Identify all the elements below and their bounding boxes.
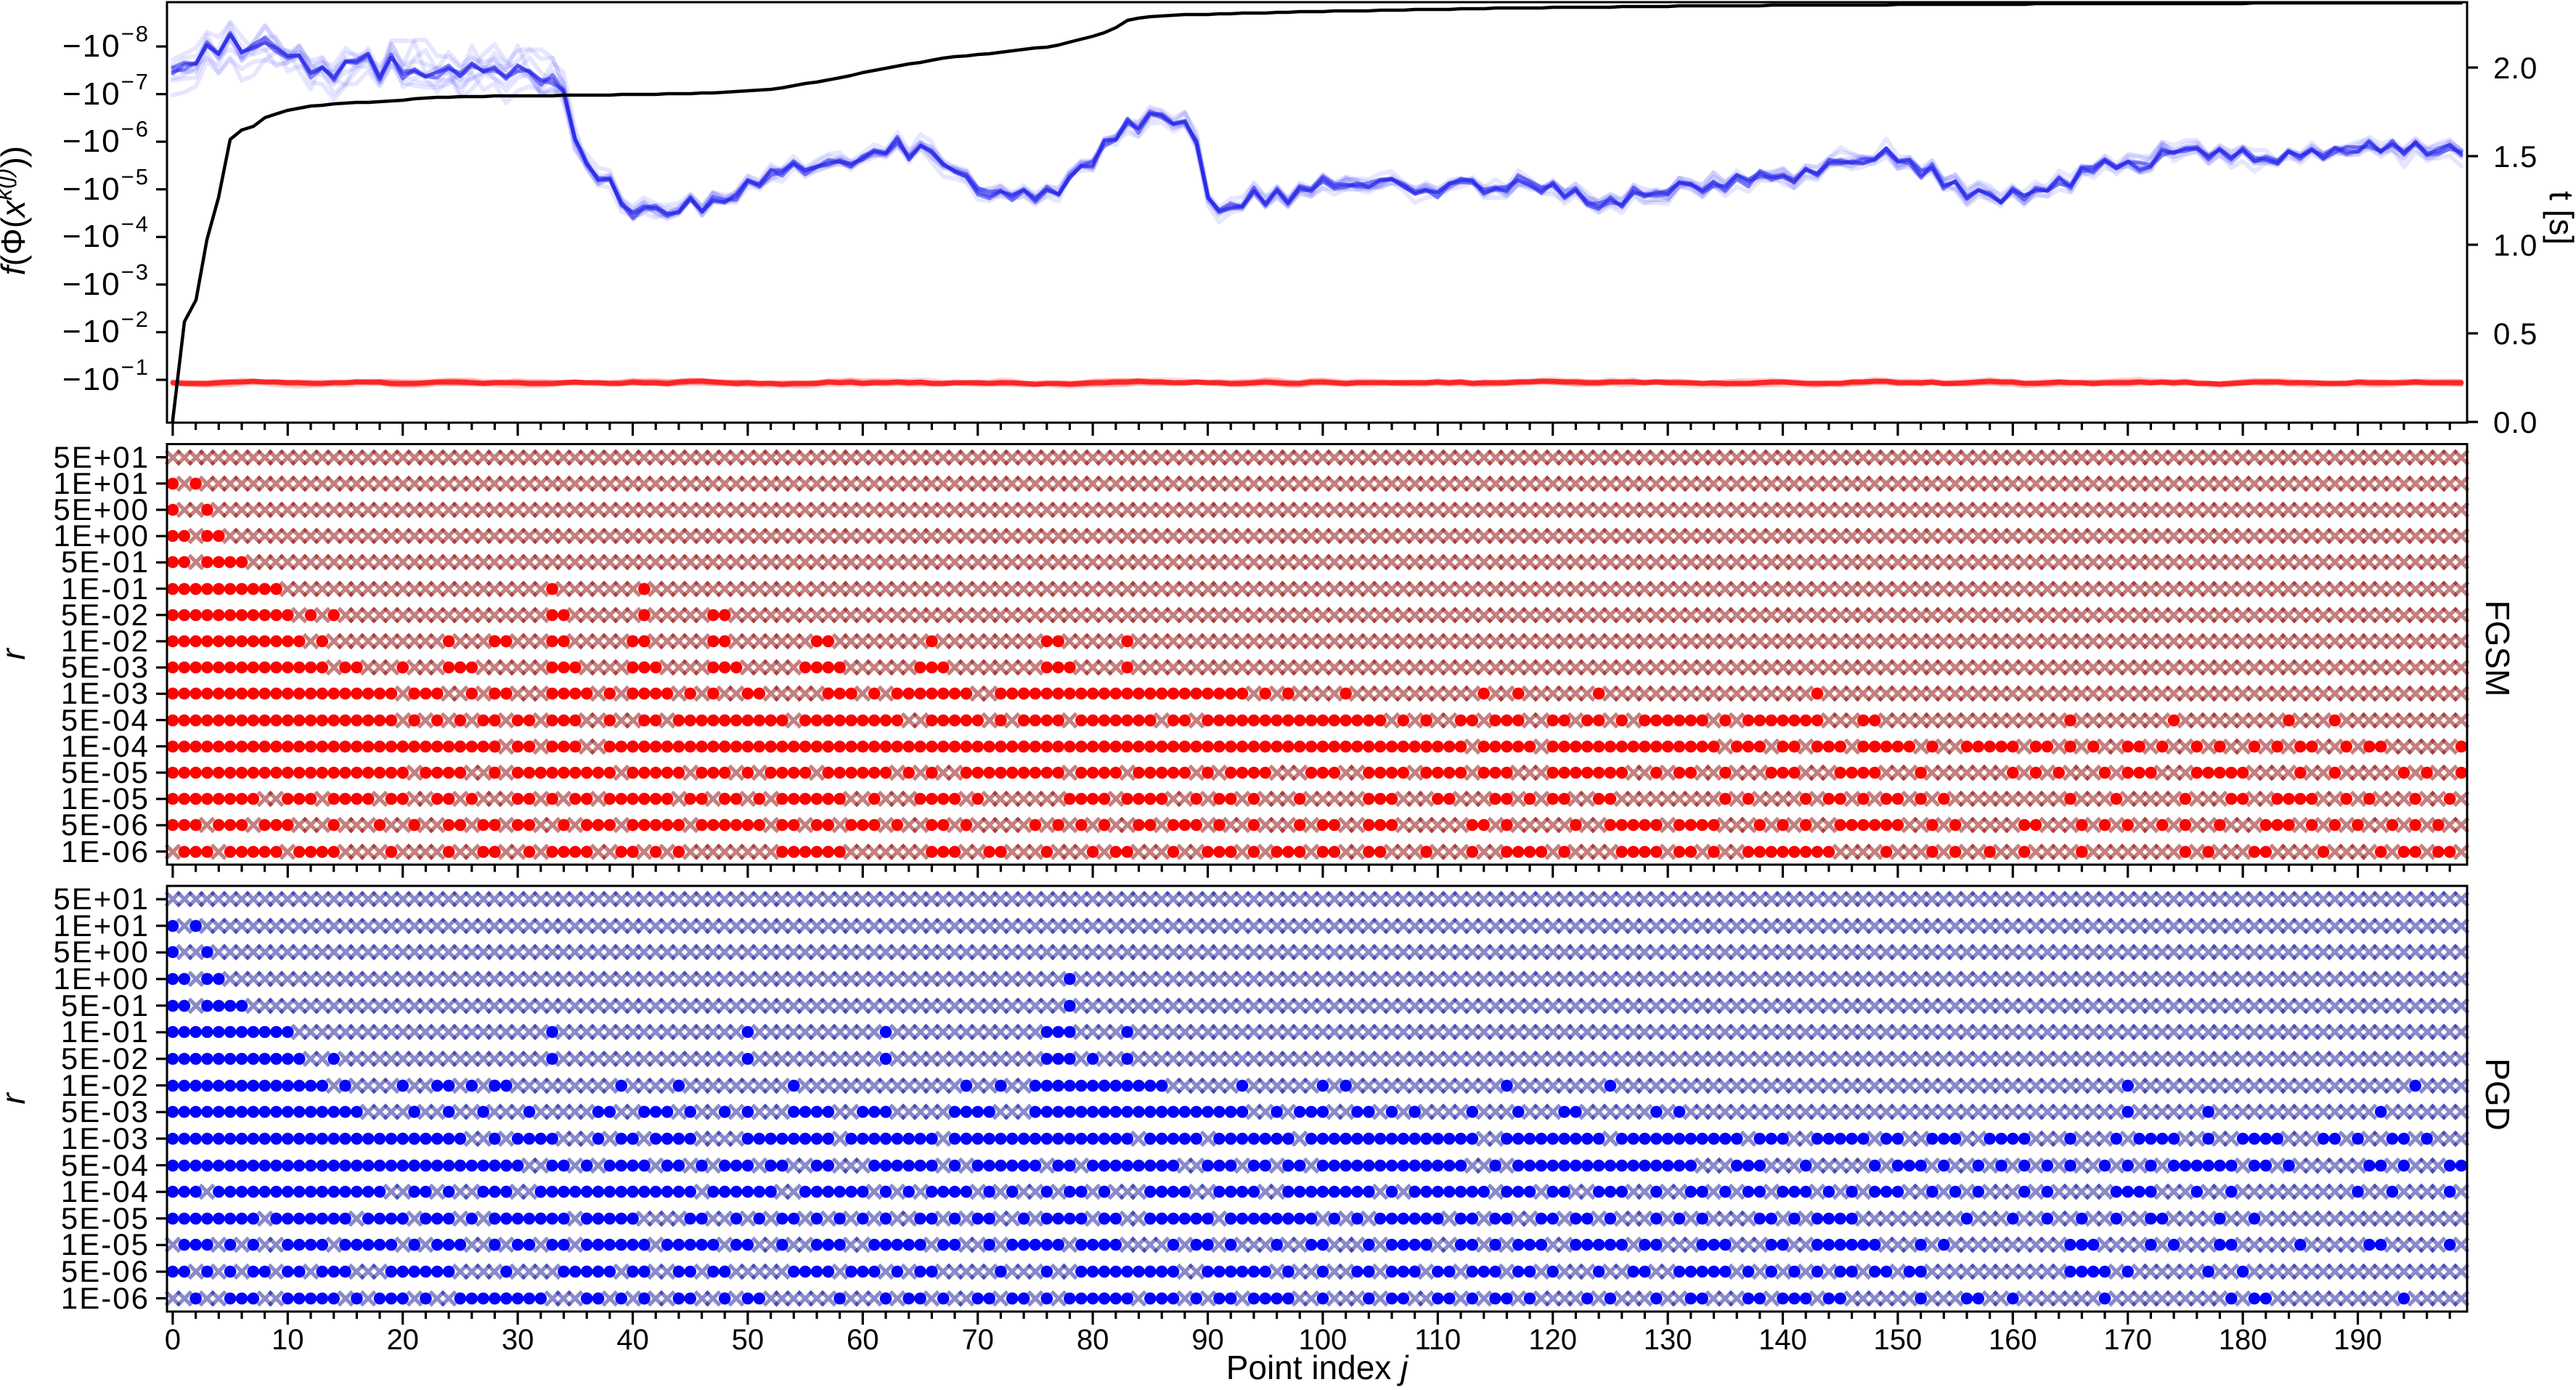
svg-text:120: 120 bbox=[1528, 1324, 1577, 1356]
svg-text:1E-05: 1E-05 bbox=[61, 1227, 150, 1261]
svg-text:5E-04: 5E-04 bbox=[61, 703, 150, 737]
svg-text:r: r bbox=[0, 648, 32, 660]
svg-text:1E-06: 1E-06 bbox=[61, 834, 150, 869]
svg-text:5E-04: 5E-04 bbox=[61, 1148, 150, 1182]
svg-text:5E-02: 5E-02 bbox=[61, 598, 150, 632]
svg-text:5E-06: 5E-06 bbox=[61, 1254, 150, 1288]
svg-text:1.0: 1.0 bbox=[2493, 228, 2538, 262]
svg-text:1.5: 1.5 bbox=[2493, 139, 2538, 174]
svg-text:5E-01: 5E-01 bbox=[61, 545, 150, 579]
svg-text:190: 190 bbox=[2334, 1324, 2382, 1356]
svg-text:1E-01: 1E-01 bbox=[61, 1015, 150, 1049]
svg-text:FGSM: FGSM bbox=[2479, 601, 2516, 697]
svg-text:170: 170 bbox=[2103, 1324, 2152, 1356]
svg-text:140: 140 bbox=[1758, 1324, 1807, 1356]
svg-text:1E-02: 1E-02 bbox=[61, 1068, 150, 1102]
svg-text:5E-05: 5E-05 bbox=[61, 755, 150, 789]
svg-text:t [s]: t [s] bbox=[2543, 191, 2576, 245]
svg-text:f(Φ(xk(j))): f(Φ(xk(j))) bbox=[0, 146, 32, 275]
svg-text:100: 100 bbox=[1299, 1324, 1348, 1356]
svg-text:−10−1: −10−1 bbox=[62, 354, 150, 397]
svg-text:1E+00: 1E+00 bbox=[53, 519, 150, 553]
svg-text:1E-01: 1E-01 bbox=[61, 572, 150, 606]
svg-text:5E+00: 5E+00 bbox=[53, 492, 150, 527]
svg-text:0: 0 bbox=[165, 1324, 181, 1356]
svg-text:−10−2: −10−2 bbox=[62, 306, 150, 349]
svg-text:5E-03: 5E-03 bbox=[61, 650, 150, 684]
svg-text:1E+00: 1E+00 bbox=[53, 962, 150, 996]
svg-text:90: 90 bbox=[1191, 1324, 1224, 1356]
svg-text:0.0: 0.0 bbox=[2493, 405, 2538, 439]
svg-text:5E-06: 5E-06 bbox=[61, 808, 150, 842]
svg-text:180: 180 bbox=[2219, 1324, 2267, 1356]
svg-text:40: 40 bbox=[616, 1324, 649, 1356]
svg-text:10: 10 bbox=[272, 1324, 304, 1356]
svg-text:r: r bbox=[0, 1092, 32, 1105]
svg-text:2.0: 2.0 bbox=[2493, 51, 2538, 85]
svg-text:1E-02: 1E-02 bbox=[61, 624, 150, 658]
svg-text:1E-04: 1E-04 bbox=[61, 729, 150, 763]
svg-text:50: 50 bbox=[732, 1324, 765, 1356]
svg-text:150: 150 bbox=[1874, 1324, 1923, 1356]
svg-text:5E+01: 5E+01 bbox=[53, 882, 150, 916]
svg-text:1E-03: 1E-03 bbox=[61, 1121, 150, 1155]
svg-text:1E-03: 1E-03 bbox=[61, 676, 150, 710]
svg-text:5E-01: 5E-01 bbox=[61, 988, 150, 1023]
svg-text:30: 30 bbox=[502, 1324, 534, 1356]
svg-text:5E-05: 5E-05 bbox=[61, 1201, 150, 1235]
svg-text:PGD: PGD bbox=[2479, 1058, 2516, 1131]
svg-text:80: 80 bbox=[1077, 1324, 1109, 1356]
svg-text:5E+00: 5E+00 bbox=[53, 935, 150, 969]
svg-text:20: 20 bbox=[386, 1324, 419, 1356]
svg-text:70: 70 bbox=[961, 1324, 994, 1356]
svg-text:1E-06: 1E-06 bbox=[61, 1281, 150, 1315]
svg-text:5E-02: 5E-02 bbox=[61, 1041, 150, 1076]
svg-text:Point index j: Point index j bbox=[1226, 1349, 1409, 1386]
svg-text:−10−6: −10−6 bbox=[62, 116, 150, 159]
svg-text:5E-03: 5E-03 bbox=[61, 1094, 150, 1129]
svg-text:5E+01: 5E+01 bbox=[53, 440, 150, 474]
svg-text:160: 160 bbox=[1989, 1324, 2037, 1356]
svg-text:1E-05: 1E-05 bbox=[61, 781, 150, 816]
svg-text:110: 110 bbox=[1414, 1324, 1461, 1356]
svg-text:0.5: 0.5 bbox=[2493, 317, 2538, 351]
svg-text:60: 60 bbox=[847, 1324, 879, 1356]
svg-text:1E-04: 1E-04 bbox=[61, 1174, 150, 1208]
svg-text:1E+01: 1E+01 bbox=[53, 466, 150, 500]
svg-text:130: 130 bbox=[1644, 1324, 1692, 1356]
svg-text:1E+01: 1E+01 bbox=[53, 909, 150, 943]
